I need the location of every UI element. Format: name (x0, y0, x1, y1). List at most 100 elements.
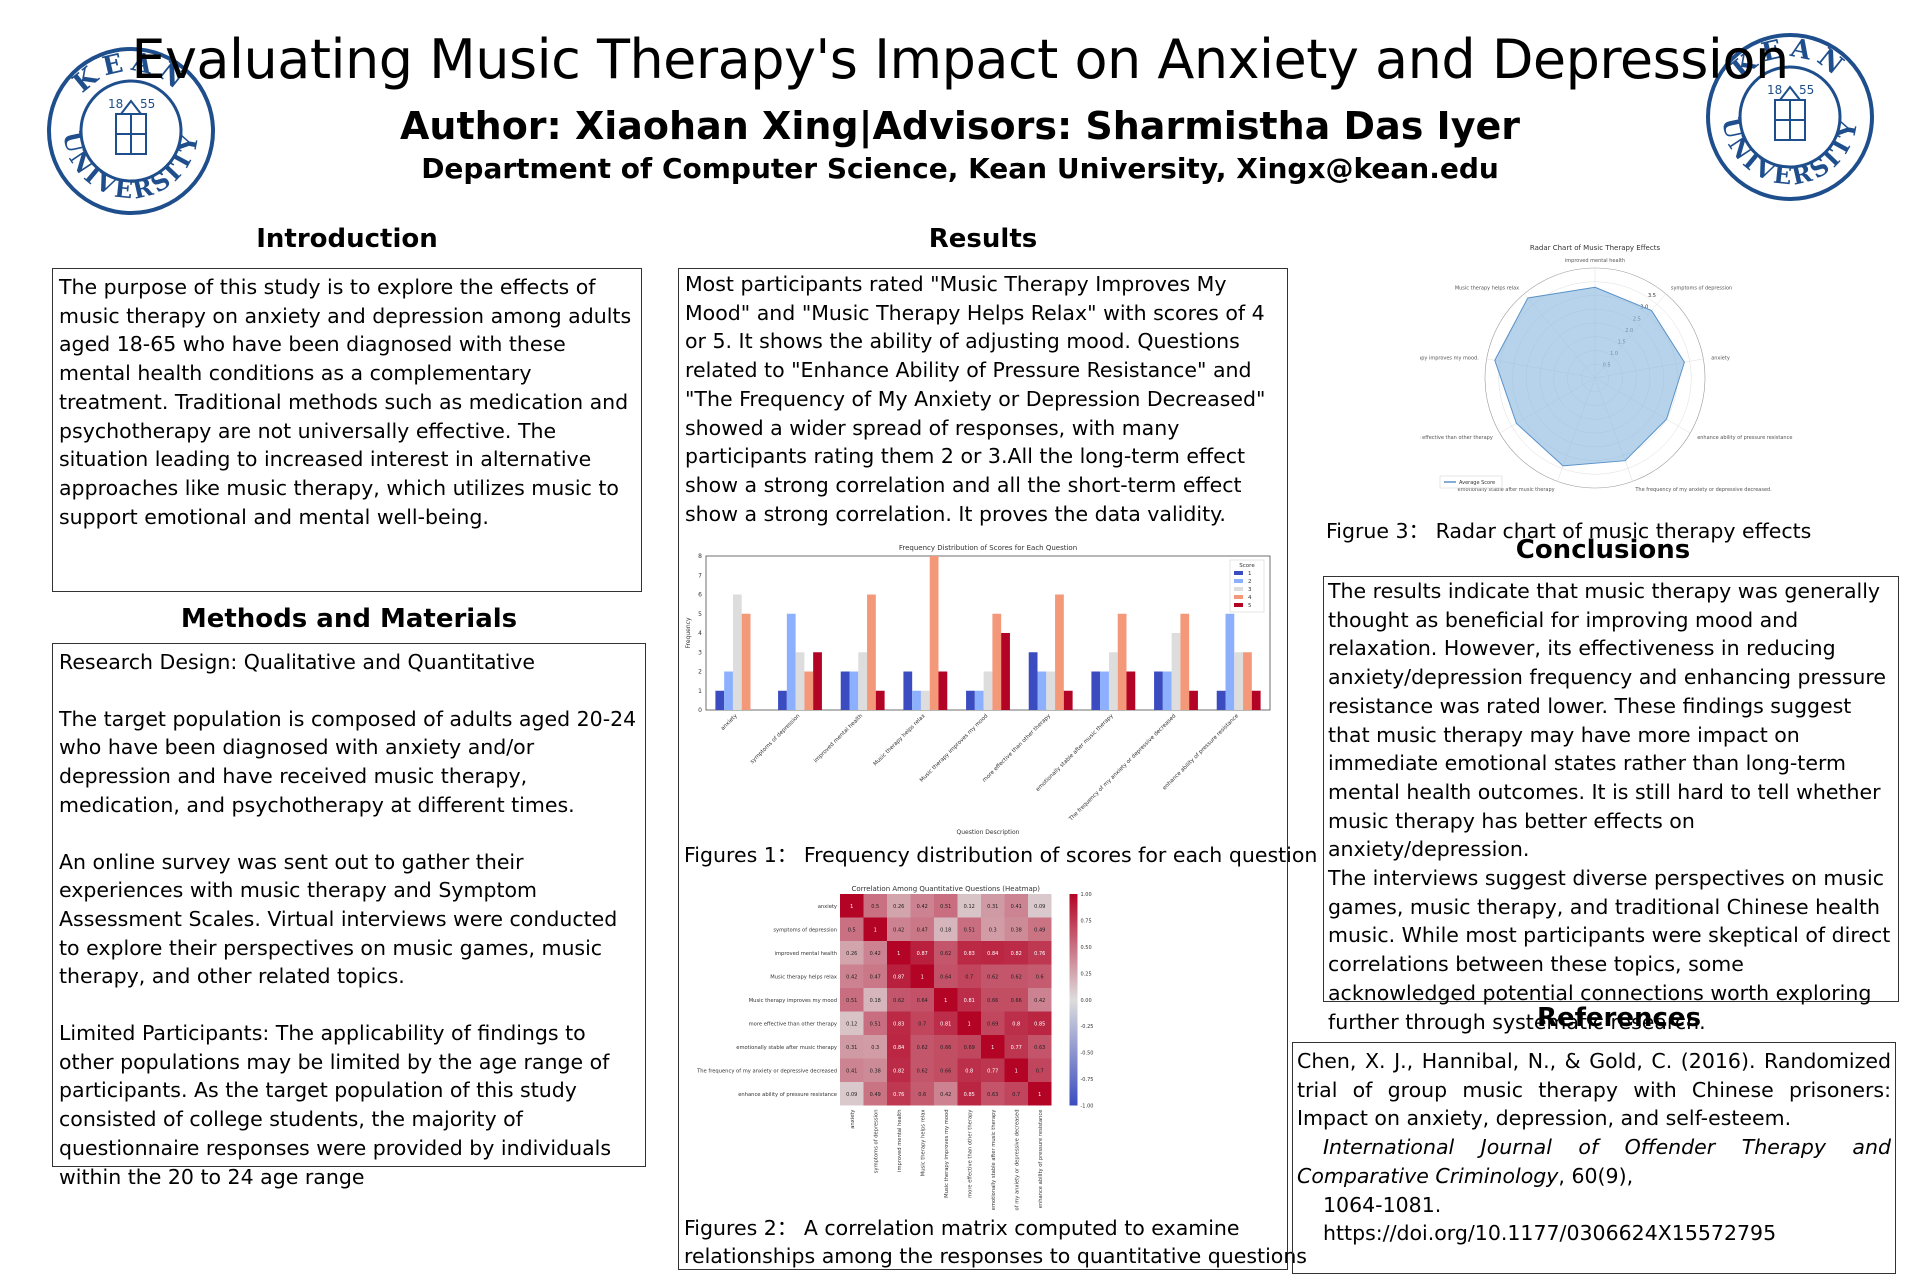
heatmap-cell (887, 1011, 911, 1035)
heatmap-cell (1028, 941, 1052, 965)
radar-axis-label: usic therapy improves my mood. (1420, 356, 1479, 362)
heatmap-cell (863, 941, 887, 965)
heatmap-cell (981, 941, 1005, 965)
poster-title: Evaluating Music Therapy's Impact on Anx… (131, 28, 1789, 91)
bar (1216, 690, 1226, 710)
heatmap-value: 1 (897, 951, 900, 957)
heatmap-cell (981, 894, 1005, 918)
heatmap-value: 0.41 (846, 1068, 857, 1074)
bar (1063, 690, 1073, 710)
frequency-bar-chart: Frequency Distribution of Scores for Eac… (685, 544, 1271, 836)
y-tick-label: 0 (698, 707, 702, 714)
heatmap-value: 0.82 (1011, 951, 1022, 957)
heatmap-value: 0.26 (893, 904, 904, 910)
bar (1162, 671, 1172, 710)
heatmap-value: 0.82 (893, 1068, 904, 1074)
svg-text:55: 55 (140, 97, 155, 111)
heatmap-cell (910, 988, 934, 1012)
heatmap-row-label: emotionally stable after music therapy (736, 1045, 837, 1051)
colorbar-tick: 0.00 (1081, 998, 1092, 1004)
heatmap-value: 0.49 (870, 1092, 881, 1098)
heatmap-cell (934, 964, 958, 988)
heatmap-cell (863, 894, 887, 918)
heatmap-cell (840, 988, 864, 1012)
x-tick-label: The frequency of my anxiety or depressiv… (1068, 713, 1178, 823)
legend-label: 3 (1248, 587, 1252, 593)
heatmap-cell (934, 941, 958, 965)
methods-heading: Methods and Materials (180, 604, 518, 634)
kean-seal-right: KEAN UNIVERSITY 18 55 (1706, 33, 1874, 201)
poster-department: Department of Computer Science, Kean Uni… (421, 152, 1499, 185)
heatmap-value: 0.09 (846, 1092, 857, 1098)
heatmap-cell (934, 1035, 958, 1059)
heatmap-value: 0.51 (940, 904, 951, 910)
y-tick-label: 6 (698, 592, 702, 599)
x-tick-label: symptoms of depression (749, 713, 801, 765)
heatmap-cell (840, 964, 864, 988)
heatmap-value: 0.62 (893, 998, 904, 1004)
colorbar-tick: 0.75 (1081, 918, 1092, 924)
bar (715, 690, 725, 710)
heatmap-value: 0.3 (989, 927, 997, 933)
results-box: Most participants rated "Music Therapy I… (678, 268, 1288, 1270)
heatmap-cell (1028, 1082, 1052, 1106)
radar-axis-label: improved mental health (1565, 258, 1625, 264)
correlation-heatmap: Correlation Among Quantitative Questions… (696, 885, 1093, 1212)
bar (1154, 671, 1163, 710)
heatmap-row-label: more effective than other therapy (749, 1021, 837, 1027)
legend-swatch (1234, 587, 1243, 591)
reference-journal: International Journal of Offender Therap… (1297, 1135, 1891, 1188)
heatmap-value: 0.66 (940, 1068, 951, 1074)
heatmap-cell (910, 1082, 934, 1106)
bar (1108, 652, 1118, 710)
x-tick-label: more effective than other therapy (982, 713, 1053, 784)
heatmap-cell (957, 941, 981, 965)
radar-axis-label: Music therapy helps relax (1455, 286, 1519, 292)
bar (867, 594, 876, 710)
y-tick-label: 2 (698, 669, 702, 676)
heatmap-value: 0.76 (1034, 951, 1045, 957)
heatmap-cell (1028, 1058, 1052, 1082)
heatmap-value: 0.18 (940, 927, 951, 933)
heatmap-col-label: Music therapy helps relax (920, 1110, 926, 1177)
heatmap-value: 0.12 (846, 1021, 857, 1027)
x-tick-label: enhance ability of pressure resistance (1162, 713, 1241, 792)
heatmap-value: 0.47 (870, 974, 881, 980)
heatmap-cell (1004, 1011, 1028, 1035)
heatmap-cell (1004, 941, 1028, 965)
bar (804, 671, 814, 710)
bar (1126, 671, 1136, 710)
svg-text:18: 18 (1767, 83, 1782, 97)
heatmap-cell (981, 1035, 1005, 1059)
heatmap-cell (887, 1035, 911, 1059)
results-heading: Results (928, 224, 1038, 254)
svg-text:18: 18 (108, 97, 123, 111)
heatmap-value: 0.5 (848, 927, 856, 933)
heatmap-value: 0.5 (871, 904, 879, 910)
y-axis-label: Frequency (685, 617, 692, 648)
conclusions-interviews: The interviews suggest diverse perspecti… (1328, 866, 1891, 1034)
heatmap-cell (957, 894, 981, 918)
figure3-caption: Figrue 3： Radar chart of music therapy e… (1326, 519, 1812, 543)
y-tick-label: 1 (698, 688, 702, 695)
legend-swatch (1234, 595, 1243, 599)
bar-legend: Score 1 2 3 4 5 (1229, 559, 1265, 613)
heatmap-cell (1004, 917, 1028, 941)
heatmap-cell (934, 988, 958, 1012)
bar (983, 671, 993, 710)
radar-axis-label: ore effective than other therapy (1420, 435, 1493, 441)
heatmap-cell (957, 1058, 981, 1082)
heatmap-value: 0.76 (893, 1092, 904, 1098)
heatmap-cell (1028, 988, 1052, 1012)
heatmap-cell (1028, 1035, 1052, 1059)
x-tick-label: emotionally stable after music therapy (1035, 713, 1115, 793)
heatmap-value: 0.66 (1011, 998, 1022, 1004)
figure2-caption: Figures 2： A correlation matrix computed… (684, 1216, 1307, 1268)
heatmap-value: 0.85 (1034, 1021, 1045, 1027)
heatmap-value: 0.83 (893, 1021, 904, 1027)
heatmap-value: 0.87 (917, 951, 928, 957)
heatmap-value: 0.8 (1012, 1021, 1020, 1027)
bar (1180, 613, 1190, 710)
bar (1001, 633, 1010, 710)
heatmap-value: 1 (874, 927, 877, 933)
